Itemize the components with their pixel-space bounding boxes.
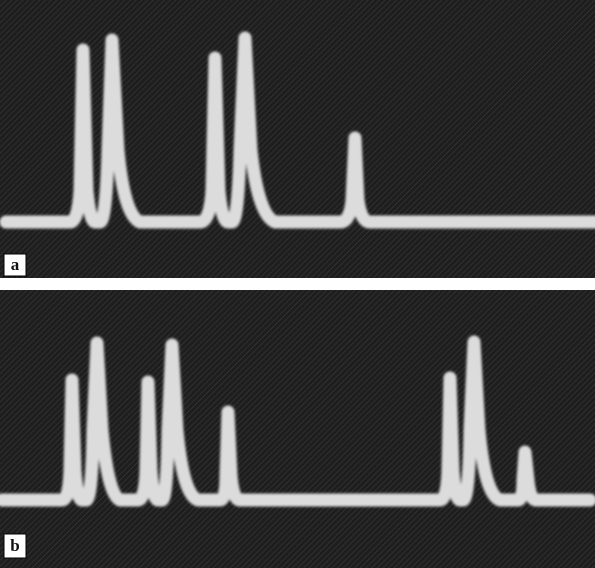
page: a b (() => { const data = JSON.parse(doc… (0, 0, 595, 568)
panel-label: a (11, 255, 20, 274)
panel-a: a (0, 0, 595, 278)
panel-label: b (10, 536, 19, 555)
oscillogram-figure: a b (0, 0, 595, 568)
panel-b: b (0, 290, 595, 568)
